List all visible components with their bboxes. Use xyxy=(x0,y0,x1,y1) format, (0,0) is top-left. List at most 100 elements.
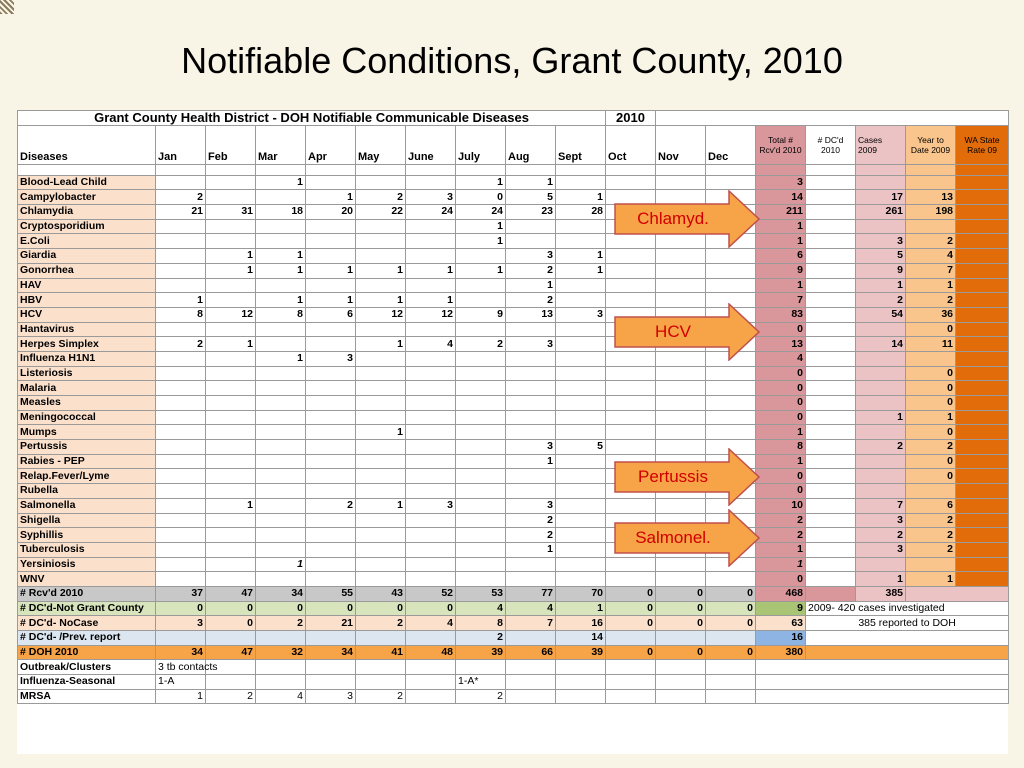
blank-cell xyxy=(355,163,406,176)
ytd-2009: 2 xyxy=(905,512,957,529)
ytd-2009: 2 xyxy=(905,439,957,455)
month-value xyxy=(255,321,306,338)
wa-rate xyxy=(955,248,1010,264)
month-value xyxy=(255,571,306,587)
month-value: 13 xyxy=(505,306,556,323)
month-value xyxy=(205,453,256,470)
disease-name: Listeriosis xyxy=(17,365,156,382)
dcd-value xyxy=(805,306,857,323)
total-received: 2 xyxy=(755,527,807,543)
disease-name: Mumps xyxy=(17,424,156,441)
month-value xyxy=(554,395,607,411)
cases-2009: 3 xyxy=(855,541,907,558)
month-value xyxy=(405,424,456,441)
month-value xyxy=(155,512,206,529)
column-header: Diseases xyxy=(17,124,156,165)
month-value xyxy=(305,659,356,676)
extra-row: Influenza-Seasonal 1-A 1-A* xyxy=(17,674,1010,690)
month-value xyxy=(355,659,406,676)
month-value: 0 xyxy=(705,644,757,661)
month-value xyxy=(255,527,306,543)
month-value xyxy=(405,630,456,646)
total-received: 0 xyxy=(755,395,807,411)
blank-cell xyxy=(705,163,757,176)
total-received: 1 xyxy=(755,277,807,294)
month-value xyxy=(405,468,456,485)
month-value xyxy=(255,674,306,690)
disease-row: Meningococcal 0 1 1 xyxy=(17,409,1010,426)
month-value xyxy=(554,336,607,352)
blank-cell xyxy=(554,163,607,176)
month-value xyxy=(705,277,757,294)
cases-2009 xyxy=(855,468,907,485)
month-value xyxy=(155,630,206,646)
month-value: 3 xyxy=(505,497,556,514)
column-header: Feb xyxy=(205,124,256,165)
wa-rate xyxy=(955,453,1010,470)
month-value xyxy=(505,321,556,338)
disease-table: Grant County Health District - DOH Notif… xyxy=(16,110,1010,705)
month-value: 1 xyxy=(554,248,607,264)
summary-row: # DOH 2010 34 47 32 34 41 48 39 66 39 0 0 0 380 xyxy=(17,644,1010,661)
month-value: 1 xyxy=(155,292,206,308)
month-value: 7 xyxy=(505,615,556,631)
month-value xyxy=(305,248,356,264)
month-value xyxy=(205,380,256,396)
disease-row: Yersiniosis 1 1 xyxy=(17,556,1010,573)
month-value xyxy=(355,218,406,235)
disease-row: Rubella 0 xyxy=(17,483,1010,499)
month-value xyxy=(155,409,206,426)
month-value xyxy=(455,483,506,499)
disease-row: Relap.Fever/Lyme 0 0 xyxy=(17,468,1010,485)
cases-2009: 2 xyxy=(855,439,907,455)
disease-name: HBV xyxy=(17,292,156,308)
dcd-value xyxy=(805,424,857,441)
blank-cell xyxy=(905,163,957,176)
month-value xyxy=(355,174,406,191)
month-value xyxy=(155,468,206,485)
callout-arrow: Chlamyd. xyxy=(614,190,760,248)
month-value: 3 xyxy=(505,248,556,264)
ytd-2009: 6 xyxy=(905,497,957,514)
month-value xyxy=(455,321,506,338)
blank-cell xyxy=(755,659,1010,676)
month-value: 1 xyxy=(505,277,556,294)
dcd-value xyxy=(805,571,857,587)
month-value xyxy=(155,497,206,514)
month-value xyxy=(305,380,356,396)
month-value xyxy=(205,424,256,441)
callout-arrow: HCV xyxy=(614,303,760,361)
month-value xyxy=(405,233,456,250)
month-value: 3 xyxy=(405,497,456,514)
callout-label: Pertussis xyxy=(638,467,708,486)
month-value xyxy=(355,630,406,646)
month-value xyxy=(455,527,506,543)
disease-row: Salmonella 1 2 1 3 3 10 7 6 xyxy=(17,497,1010,514)
blank-cell xyxy=(755,674,1010,690)
dcd-value xyxy=(805,292,857,308)
month-value xyxy=(205,409,256,426)
summary-note: 2009- 420 cases investigated xyxy=(805,600,1010,617)
total-received: 13 xyxy=(755,336,807,352)
month-value: 0 xyxy=(355,600,406,617)
month-value xyxy=(305,233,356,250)
month-value: 9 xyxy=(455,306,506,323)
month-value xyxy=(255,541,306,558)
month-value: 14 xyxy=(554,630,607,646)
disease-row: Blood-Lead Child 1 1 1 3 xyxy=(17,174,1010,191)
month-value: 24 xyxy=(455,204,506,220)
month-value xyxy=(455,248,506,264)
month-value: 3 xyxy=(505,336,556,352)
month-value xyxy=(355,321,406,338)
month-value xyxy=(554,409,607,426)
month-value: 1 xyxy=(554,189,607,206)
summary-row: # DC'd-Not Grant County 0 0 0 0 0 0 4 4 1 0 0 0 9 2009… xyxy=(17,600,1010,617)
month-value xyxy=(355,395,406,411)
month-value: 1 xyxy=(255,556,306,573)
month-value: 0 xyxy=(255,600,306,617)
month-value: 0 xyxy=(705,615,757,631)
wa-rate xyxy=(955,365,1010,382)
header-row: Diseases Jan Feb Mar Apr May June July Aug Sept Oc… xyxy=(17,124,1010,165)
disease-name: Rubella xyxy=(17,483,156,499)
disease-name: Herpes Simplex xyxy=(17,336,156,352)
